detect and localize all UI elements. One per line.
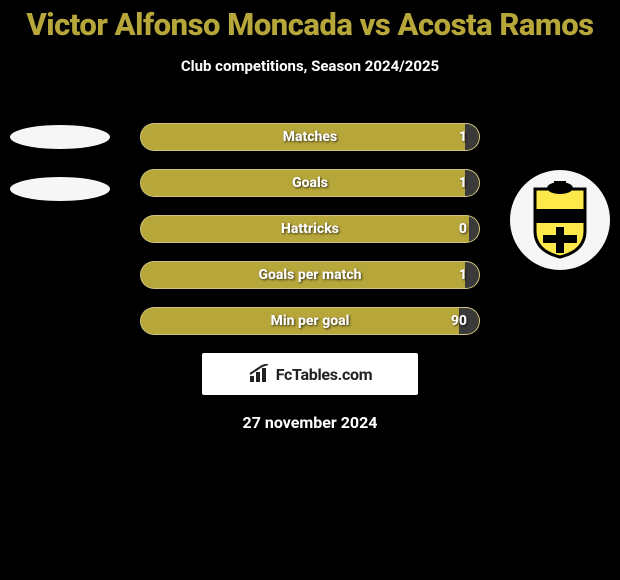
- stat-label: Matches: [141, 124, 479, 150]
- stat-label: Goals: [141, 170, 479, 196]
- stat-value: 90: [451, 308, 467, 334]
- stat-row-goals: Goals 1: [140, 169, 480, 197]
- stat-value: 0: [459, 216, 467, 242]
- stats-container: Matches 1 Goals 1 Hattricks 0 Goals per …: [140, 123, 480, 335]
- stat-label: Hattricks: [141, 216, 479, 242]
- player-left-badge-area: [10, 125, 110, 229]
- stat-value: 1: [459, 124, 467, 150]
- player-left-badge-placeholder-1: [10, 125, 110, 149]
- player-left-badge-placeholder-2: [10, 177, 110, 201]
- brand-logo[interactable]: FcTables.com: [202, 353, 418, 395]
- generated-date: 27 november 2024: [0, 413, 620, 432]
- stat-row-goals-per-match: Goals per match 1: [140, 261, 480, 289]
- stat-label: Goals per match: [141, 262, 479, 288]
- stat-label: Min per goal: [141, 308, 479, 334]
- stat-value: 1: [459, 170, 467, 196]
- chart-icon: [248, 364, 272, 384]
- player-right-badge-area: [510, 170, 610, 270]
- stat-row-matches: Matches 1: [140, 123, 480, 151]
- page-subtitle: Club competitions, Season 2024/2025: [0, 57, 620, 75]
- club-crest-icon: [510, 170, 610, 270]
- stat-row-hattricks: Hattricks 0: [140, 215, 480, 243]
- stat-value: 1: [459, 262, 467, 288]
- stat-row-min-per-goal: Min per goal 90: [140, 307, 480, 335]
- brand-text: FcTables.com: [276, 365, 373, 384]
- page-title: Victor Alfonso Moncada vs Acosta Ramos: [0, 0, 620, 43]
